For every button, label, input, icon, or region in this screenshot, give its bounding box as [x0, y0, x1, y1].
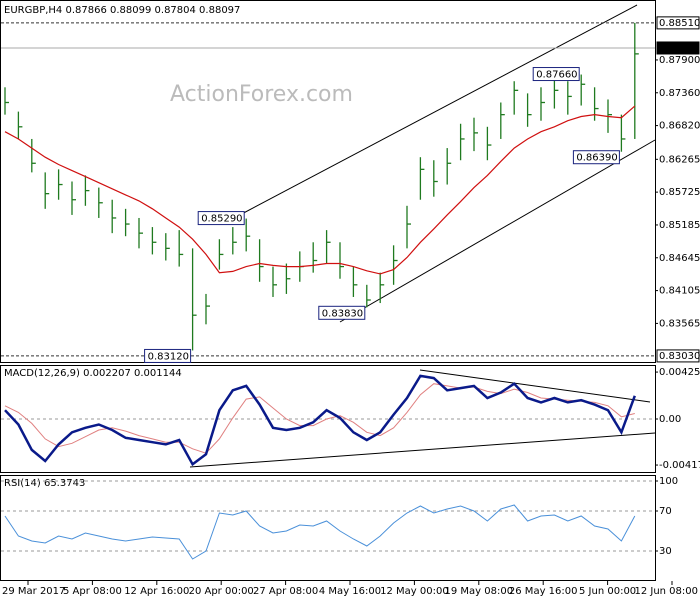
- y-tick-label: 0.86265: [659, 154, 700, 165]
- x-tick-label: 20 Apr 00:00: [189, 586, 254, 597]
- level-box: [656, 16, 700, 30]
- annotation-label: 0.85290: [201, 214, 242, 225]
- y-tick-label: 70: [659, 506, 672, 517]
- annotation-label: 0.83120: [148, 351, 189, 362]
- x-tick-label: 5 Apr 08:00: [63, 586, 122, 597]
- macd-line: [4, 374, 636, 467]
- level-label: 0.88510: [659, 18, 700, 29]
- y-tick-label: 0.87360: [659, 88, 700, 99]
- x-tick-label: 29 Mar 2017: [2, 586, 65, 597]
- rsi-line: [4, 504, 636, 560]
- macd-trendline-upper: [419, 369, 651, 403]
- level-label: 0.88097: [659, 43, 700, 54]
- x-tick-label: 26 May 16:00: [509, 586, 578, 597]
- annotation-label: 0.83830: [322, 308, 363, 319]
- channel-lower: [339, 139, 656, 323]
- x-tick-label: 5 Jun 00:00: [579, 586, 636, 597]
- rsi-panel: [0, 475, 656, 581]
- annotation-label: 0.86390: [576, 153, 617, 164]
- rsi-header: RSI(14) 65.3743: [4, 478, 85, 489]
- level-label: 0.83030: [659, 351, 700, 362]
- annotation-box: [197, 211, 245, 226]
- annotation-label: 0.87660: [536, 70, 577, 81]
- x-tick-label: 19 May 08:00: [445, 586, 514, 597]
- x-tick-label: 12 Jun 08:00: [634, 586, 698, 597]
- level-box: [656, 41, 700, 55]
- annotation-box: [144, 348, 192, 363]
- signal-line: [4, 383, 635, 454]
- annotation-box: [532, 67, 580, 82]
- moving-average: [4, 105, 636, 275]
- annotation-box: [572, 150, 620, 165]
- x-tick-label: 4 May 16:00: [319, 586, 381, 597]
- y-tick-label: -0.00417: [659, 460, 700, 471]
- y-tick-label: 0.84105: [659, 286, 700, 297]
- y-tick-label: 30: [659, 546, 672, 557]
- watermark: ActionForex.com: [170, 82, 353, 107]
- x-tick-label: 12 Apr 16:00: [124, 586, 189, 597]
- y-tick-label: 0.85185: [659, 220, 700, 231]
- channel-upper: [235, 4, 638, 218]
- y-tick-label: 100: [659, 476, 678, 487]
- x-tick-label: 27 Apr 08:00: [253, 586, 318, 597]
- y-tick-label: 0.00425: [659, 367, 700, 378]
- y-tick-label: 0.87900: [659, 55, 700, 66]
- x-tick-label: 12 May 00:00: [380, 586, 449, 597]
- y-tick-label: 0.86820: [659, 121, 700, 132]
- price-header: EURGBP,H4 0.87866 0.88099 0.87804 0.8809…: [4, 5, 240, 16]
- price-panel: [0, 0, 656, 363]
- y-tick-label: 0.83565: [659, 318, 700, 329]
- macd-trendline-lower: [189, 432, 656, 468]
- level-box: [656, 349, 700, 363]
- y-tick-label: 0.85725: [659, 187, 700, 198]
- y-tick-label: 0.00: [659, 414, 681, 425]
- annotation-box: [318, 305, 366, 320]
- macd-header: MACD(12,26,9) 0.002207 0.001144: [4, 368, 182, 379]
- y-tick-label: 0.84645: [659, 253, 700, 264]
